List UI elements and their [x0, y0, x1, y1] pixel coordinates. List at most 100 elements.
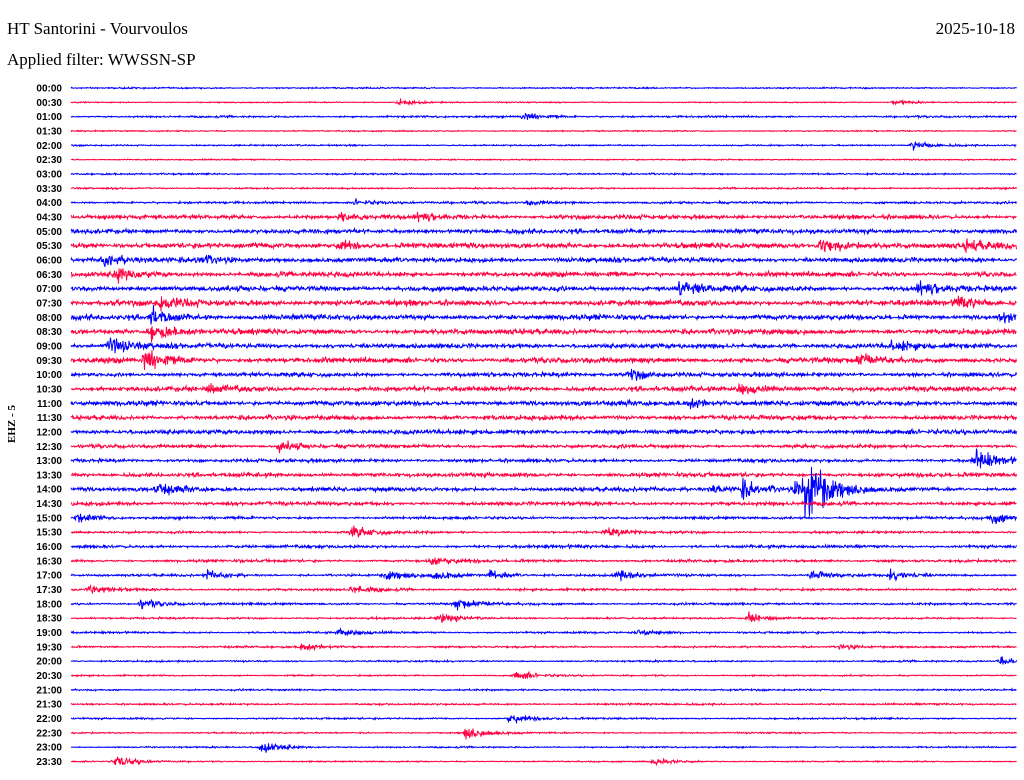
time-tick-label: 22:30: [36, 728, 62, 739]
time-tick-label: 14:00: [36, 485, 62, 496]
time-tick-label: 08:00: [36, 313, 62, 324]
seismic-trace: [70, 211, 1017, 223]
seismic-trace: [70, 129, 1017, 133]
time-tick-label: 13:00: [36, 456, 62, 467]
seismic-trace: [70, 598, 1017, 611]
time-tick-label: 16:00: [36, 542, 62, 553]
time-tick-label: 02:00: [36, 141, 62, 152]
seismic-trace: [70, 413, 1017, 423]
time-tick-label: 16:30: [36, 556, 62, 567]
seismic-trace: [70, 568, 1017, 582]
time-tick-label: 23:00: [36, 743, 62, 754]
seismic-trace: [70, 350, 1017, 371]
seismic-trace: [70, 701, 1017, 707]
time-tick-label: 19:30: [36, 642, 62, 653]
time-tick-label: 01:00: [36, 112, 62, 123]
time-tick-label: 18:30: [36, 614, 62, 625]
seismic-trace: [70, 643, 1017, 652]
time-tick-label: 06:30: [36, 270, 62, 281]
seismic-trace: [70, 98, 1017, 107]
time-tick-label: 20:00: [36, 657, 62, 668]
time-tick-label: 19:00: [36, 628, 62, 639]
time-tick-label: 02:30: [36, 155, 62, 166]
station-title: HT Santorini - Vourvoulos: [7, 19, 188, 38]
seismic-trace: [70, 670, 1017, 679]
time-tick-label: 03:30: [36, 184, 62, 195]
seismic-trace: [70, 687, 1017, 693]
seismic-trace: [71, 715, 1017, 724]
time-tick-label: 15:30: [36, 528, 62, 539]
time-tick-label: 12:00: [36, 427, 62, 438]
seismic-trace: [70, 305, 1017, 325]
time-tick-label: 07:30: [36, 298, 62, 309]
time-tick-label: 21:00: [36, 685, 62, 696]
seismic-trace: [70, 238, 1017, 253]
time-tick-label: 08:30: [36, 327, 62, 338]
time-tick-label: 10:30: [36, 384, 62, 395]
seismic-trace: [70, 542, 1017, 551]
time-tick-label: 15:00: [36, 513, 62, 524]
time-tick-label: 01:30: [36, 126, 62, 137]
time-tick-label: 14:30: [36, 499, 62, 510]
time-tick-label: 00:30: [36, 98, 62, 109]
seismic-trace: [70, 171, 1017, 177]
seismic-trace: [70, 611, 1017, 623]
seismic-trace: [70, 295, 1017, 312]
seismic-trace: [70, 525, 1017, 538]
time-tick-label: 17:00: [36, 571, 62, 582]
seismic-trace: [70, 756, 1017, 767]
seismic-trace: [70, 627, 1017, 637]
date-label: 2025-10-18: [935, 19, 1015, 38]
seismic-trace: [70, 584, 1017, 594]
time-tick-label: 05:30: [36, 241, 62, 252]
seismic-trace: [71, 470, 1017, 480]
time-tick-label: 03:00: [36, 169, 62, 180]
seismic-trace: [70, 368, 1017, 381]
time-tick-label: 00:00: [36, 84, 62, 95]
time-tick-label: 17:30: [36, 585, 62, 596]
seismic-trace: [70, 112, 1017, 120]
time-tick-label: 13:30: [36, 470, 62, 481]
time-tick-label: 10:00: [36, 370, 62, 381]
seismic-trace: [70, 226, 1017, 236]
seismic-trace: [70, 383, 1017, 396]
seismic-trace: [70, 85, 1017, 91]
seismic-trace: [70, 280, 1017, 296]
time-tick-label: 21:30: [36, 700, 62, 711]
seismic-trace: [70, 466, 1017, 519]
time-tick-label: 04:00: [36, 198, 62, 209]
seismic-trace: [70, 197, 1017, 207]
seismic-trace: [70, 499, 1017, 508]
seismic-trace: [70, 325, 1017, 343]
time-tick-label: 05:00: [36, 227, 62, 238]
time-tick-label: 04:30: [36, 212, 62, 223]
seismic-trace: [70, 656, 1017, 665]
time-tick-label: 07:00: [36, 284, 62, 295]
seismic-trace: [70, 448, 1017, 469]
seismic-trace: [70, 398, 1017, 410]
time-tick-label: 23:30: [36, 757, 62, 768]
seismic-trace: [70, 186, 1017, 191]
time-tick-label: 11:30: [37, 413, 62, 424]
seismic-trace: [70, 557, 1017, 566]
seismic-trace: [70, 728, 1017, 740]
seismic-trace: [70, 337, 1017, 354]
seismic-trace: [70, 742, 1017, 753]
time-tick-label: 18:00: [36, 599, 62, 610]
seismic-trace: [70, 440, 1017, 454]
time-tick-label: 12:30: [36, 442, 62, 453]
seismic-trace: [70, 157, 1017, 162]
seismic-trace: [70, 427, 1017, 436]
time-tick-label: 06:00: [36, 255, 62, 266]
seismic-trace: [70, 513, 1017, 525]
time-tick-label: 22:00: [36, 714, 62, 725]
filter-label: Applied filter: WWSSN-SP: [7, 50, 196, 69]
seismic-trace: [71, 267, 1017, 284]
seismic-trace: [70, 254, 1017, 267]
time-tick-label: 11:00: [37, 399, 62, 410]
seismic-trace: [70, 141, 1017, 151]
time-tick-label: 20:30: [36, 671, 62, 682]
time-tick-label: 09:30: [36, 356, 62, 367]
time-tick-label: 09:00: [36, 341, 62, 352]
